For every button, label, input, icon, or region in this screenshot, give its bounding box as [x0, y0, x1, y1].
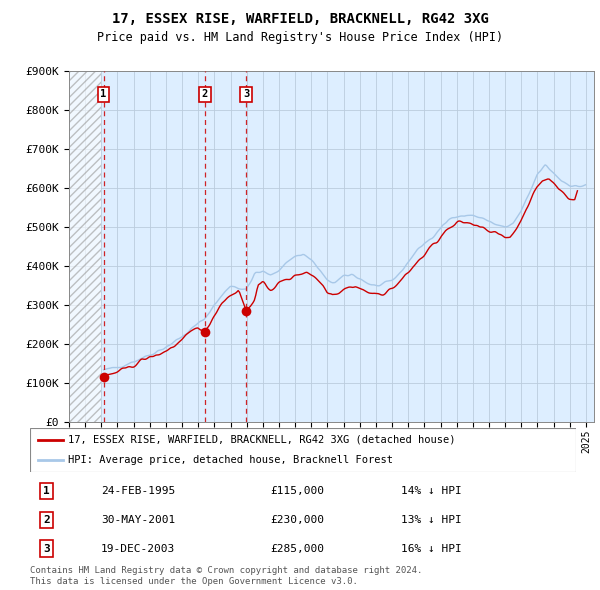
Text: 17, ESSEX RISE, WARFIELD, BRACKNELL, RG42 3XG: 17, ESSEX RISE, WARFIELD, BRACKNELL, RG4… [112, 12, 488, 26]
Text: 13% ↓ HPI: 13% ↓ HPI [401, 515, 462, 525]
Text: 3: 3 [243, 89, 250, 99]
Text: 14% ↓ HPI: 14% ↓ HPI [401, 486, 462, 496]
Text: £285,000: £285,000 [270, 543, 324, 553]
Text: 1: 1 [100, 89, 107, 99]
Text: 3: 3 [43, 543, 50, 553]
Text: £115,000: £115,000 [270, 486, 324, 496]
Text: 30-MAY-2001: 30-MAY-2001 [101, 515, 175, 525]
Text: Contains HM Land Registry data © Crown copyright and database right 2024.
This d: Contains HM Land Registry data © Crown c… [30, 566, 422, 586]
Text: 2: 2 [202, 89, 208, 99]
Text: 19-DEC-2003: 19-DEC-2003 [101, 543, 175, 553]
Bar [69, 71, 101, 422]
Text: 24-FEB-1995: 24-FEB-1995 [101, 486, 175, 496]
Text: HPI: Average price, detached house, Bracknell Forest: HPI: Average price, detached house, Brac… [68, 455, 393, 465]
Text: 16% ↓ HPI: 16% ↓ HPI [401, 543, 462, 553]
Text: 2: 2 [43, 515, 50, 525]
Text: Price paid vs. HM Land Registry's House Price Index (HPI): Price paid vs. HM Land Registry's House … [97, 31, 503, 44]
FancyBboxPatch shape [30, 428, 576, 472]
Text: 17, ESSEX RISE, WARFIELD, BRACKNELL, RG42 3XG (detached house): 17, ESSEX RISE, WARFIELD, BRACKNELL, RG4… [68, 435, 456, 445]
Text: 1: 1 [43, 486, 50, 496]
Text: £230,000: £230,000 [270, 515, 324, 525]
